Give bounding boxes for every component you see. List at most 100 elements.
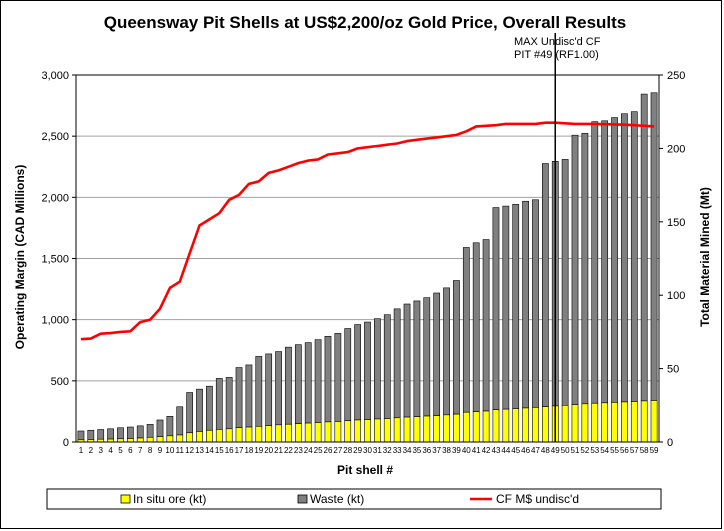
waste-bar bbox=[354, 324, 361, 421]
y2-tick-label: 100 bbox=[667, 290, 685, 302]
ore-bar bbox=[571, 404, 579, 443]
annotation-label: PIT #49 (RF1.00) bbox=[514, 49, 599, 61]
waste-bar bbox=[374, 318, 381, 420]
waste-bar bbox=[453, 280, 460, 415]
waste-bar bbox=[196, 388, 203, 432]
waste-bar bbox=[314, 339, 322, 423]
x-tick-label: 35 bbox=[412, 446, 421, 455]
ore-bar bbox=[413, 416, 421, 443]
ore-bar bbox=[502, 408, 510, 443]
waste-bar bbox=[364, 321, 371, 420]
ore-bar bbox=[650, 400, 658, 443]
y2-axis-title: Total Material Mined (Mt) bbox=[698, 187, 712, 327]
ore-bar bbox=[344, 420, 352, 443]
ore-bar bbox=[591, 402, 599, 443]
ore-bar bbox=[255, 425, 263, 443]
x-tick-label: 39 bbox=[452, 446, 461, 455]
ore-bar bbox=[601, 402, 609, 443]
waste-bar bbox=[512, 204, 520, 409]
chart-title: Queensway Pit Shells at US$2,200/oz Gold… bbox=[104, 13, 627, 32]
waste-bar bbox=[166, 416, 174, 437]
x-tick-label: 4 bbox=[108, 446, 113, 455]
waste-bar bbox=[611, 117, 618, 403]
x-tick-label: 19 bbox=[254, 446, 263, 455]
ore-bar bbox=[275, 424, 282, 443]
cf-line bbox=[80, 121, 655, 341]
ore-bar bbox=[176, 434, 184, 443]
ore-bar bbox=[581, 403, 589, 443]
waste-bar bbox=[423, 297, 431, 417]
x-tick-label: 49 bbox=[551, 446, 560, 455]
ore-bar bbox=[433, 415, 441, 443]
waste-bar bbox=[255, 356, 263, 427]
x-tick-label: 55 bbox=[610, 446, 619, 455]
legend: In situ ore (kt) Waste (kt) CF M$ undisc'd bbox=[46, 488, 662, 510]
waste-bar bbox=[294, 344, 302, 424]
y-tick-label: 1,500 bbox=[41, 254, 69, 266]
ore-bar bbox=[532, 407, 539, 443]
waste-bar bbox=[265, 353, 273, 426]
ore-bar bbox=[334, 421, 342, 443]
x-tick-label: 48 bbox=[541, 446, 550, 455]
ore-bar bbox=[522, 407, 529, 443]
ore-bar bbox=[156, 436, 164, 443]
x-tick-label: 40 bbox=[462, 446, 471, 455]
x-tick-label: 42 bbox=[482, 446, 491, 455]
waste-bar bbox=[97, 429, 105, 440]
legend-label: Waste (kt) bbox=[310, 492, 364, 506]
ore-bar bbox=[294, 423, 302, 443]
x-tick-label: 9 bbox=[158, 446, 163, 455]
x-tick-label: 22 bbox=[284, 446, 293, 455]
x-tick-label: 53 bbox=[590, 446, 599, 455]
ore-bar bbox=[206, 429, 213, 443]
x-tick-label: 6 bbox=[128, 446, 133, 455]
legend-box bbox=[46, 488, 662, 510]
legend-swatch bbox=[120, 494, 131, 504]
x-tick-label: 59 bbox=[650, 446, 659, 455]
waste-bar bbox=[334, 333, 342, 422]
waste-bar bbox=[304, 342, 312, 424]
waste-bar bbox=[640, 93, 648, 402]
x-tick-label: 15 bbox=[215, 446, 224, 455]
waste-bar bbox=[344, 328, 352, 422]
annotation-label: MAX Undisc'd CF bbox=[514, 36, 601, 48]
ore-bar bbox=[443, 414, 450, 443]
y2-tick-label: 50 bbox=[667, 364, 679, 376]
ore-bar bbox=[472, 411, 480, 443]
waste-bar bbox=[245, 364, 253, 428]
x-tick-label: 47 bbox=[531, 446, 540, 455]
waste-bar bbox=[285, 346, 292, 425]
waste-bar bbox=[571, 134, 579, 405]
waste-bar bbox=[77, 430, 85, 441]
waste-bar bbox=[107, 428, 114, 440]
ore-bar bbox=[364, 419, 371, 443]
waste-bar bbox=[117, 427, 124, 440]
ore-bar bbox=[314, 422, 322, 443]
x-tick-label: 33 bbox=[393, 446, 402, 455]
ore-bar bbox=[285, 423, 292, 443]
waste-bar bbox=[156, 419, 164, 437]
waste-bar bbox=[492, 207, 500, 411]
x-tick-label: 12 bbox=[185, 446, 194, 455]
waste-bar bbox=[235, 367, 243, 428]
x-tick-label: 31 bbox=[373, 446, 382, 455]
waste-bar bbox=[443, 287, 450, 416]
ore-bar bbox=[215, 429, 223, 443]
legend-swatch bbox=[297, 494, 308, 504]
legend-label: CF M$ undisc'd bbox=[496, 492, 579, 506]
ore-bar bbox=[611, 402, 618, 443]
waste-bar bbox=[591, 121, 599, 404]
ore-bar bbox=[126, 438, 134, 443]
x-tick-label: 13 bbox=[195, 446, 204, 455]
x-tick-label: 28 bbox=[343, 446, 352, 455]
waste-bar bbox=[126, 426, 134, 439]
ore-bar bbox=[225, 428, 233, 443]
waste-bar bbox=[630, 111, 638, 402]
waste-bar bbox=[532, 199, 539, 408]
x-tick-label: 54 bbox=[600, 446, 609, 455]
waste-bar bbox=[383, 314, 391, 419]
ore-bar bbox=[492, 409, 500, 443]
y-tick-label: 2,500 bbox=[41, 131, 69, 143]
y2-tick-label: 200 bbox=[667, 143, 685, 155]
